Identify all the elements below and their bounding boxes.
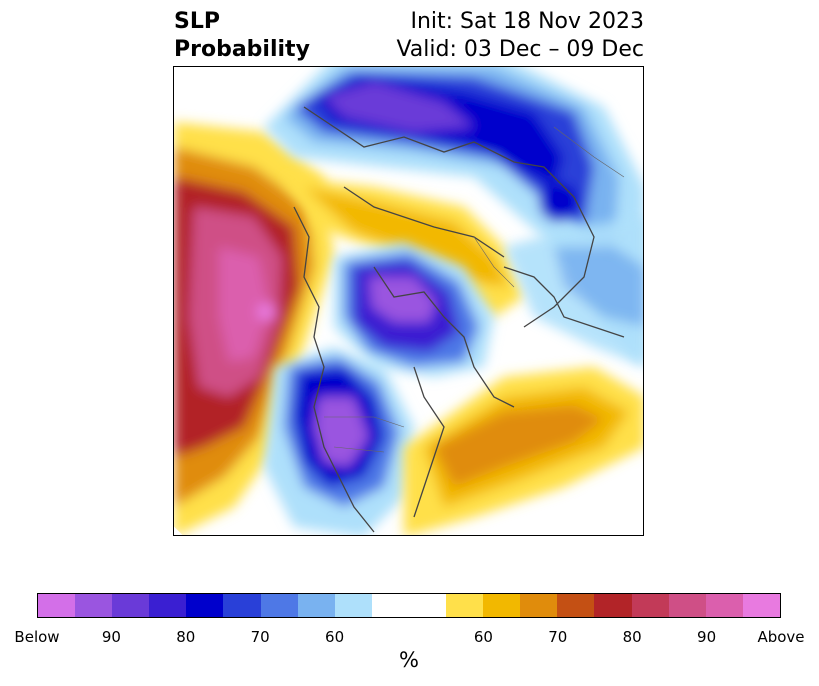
- anomaly-pacific-high: [174, 122, 334, 535]
- colorbar-tick-label: Below: [14, 628, 60, 646]
- title-variable: SLP: [174, 9, 220, 34]
- colorbar-segment: [112, 594, 150, 617]
- anomaly-atlantic-high: [404, 367, 643, 535]
- colorbar-tick-label: 60: [325, 628, 345, 646]
- colorbar-segment: [38, 594, 76, 617]
- anomaly-north-america-low: [264, 347, 414, 535]
- colorbar-tick-label: 80: [622, 628, 642, 646]
- colorbar-tick-label: 60: [473, 628, 493, 646]
- polar-map: [173, 66, 644, 536]
- colorbar-segment: [594, 594, 632, 617]
- anomaly-polar-low: [334, 242, 494, 377]
- colorbar-tick-label: 70: [250, 628, 270, 646]
- colorbar-tick-label: 90: [101, 628, 121, 646]
- colorbar-segment: [705, 594, 743, 617]
- colorbar-segment: [149, 594, 187, 617]
- colorbar-segment: [186, 594, 224, 617]
- colorbar-tick-label: 80: [176, 628, 196, 646]
- init-date: Init: Sat 18 Nov 2023: [410, 9, 644, 34]
- colorbar-segment: [297, 594, 335, 617]
- chart-title-left: SLP Probability: [174, 8, 310, 64]
- colorbar-segment: [371, 594, 447, 617]
- colorbar-segment: [260, 594, 298, 617]
- colorbar-segment: [483, 594, 521, 617]
- colorbar-unit-label: %: [399, 648, 419, 672]
- colorbar-segment: [223, 594, 261, 617]
- colorbar-segment: [446, 594, 484, 617]
- colorbar-tick-label: 90: [697, 628, 717, 646]
- colorbar-segment: [631, 594, 669, 617]
- colorbar-tick-label: 70: [548, 628, 568, 646]
- colorbar-segment: [742, 594, 780, 617]
- colorbar-segment: [334, 594, 372, 617]
- anomaly-europe-low: [504, 217, 643, 367]
- chart-title-right: Init: Sat 18 Nov 2023 Valid: 03 Dec – 09…: [396, 8, 644, 64]
- coastlines: [293, 106, 625, 533]
- colorbar-segment: [557, 594, 595, 617]
- country-borders: [324, 126, 625, 453]
- colorbar-tick-label: Above: [757, 628, 805, 646]
- anomaly-siberia-low: [264, 67, 643, 367]
- colorbar-segment: [668, 594, 706, 617]
- map-svg: [174, 67, 643, 535]
- valid-range: Valid: 03 Dec – 09 Dec: [396, 37, 644, 62]
- colorbar: [37, 593, 781, 618]
- colorbar-segment: [75, 594, 113, 617]
- colorbar-segment: [520, 594, 558, 617]
- title-type: Probability: [174, 37, 310, 62]
